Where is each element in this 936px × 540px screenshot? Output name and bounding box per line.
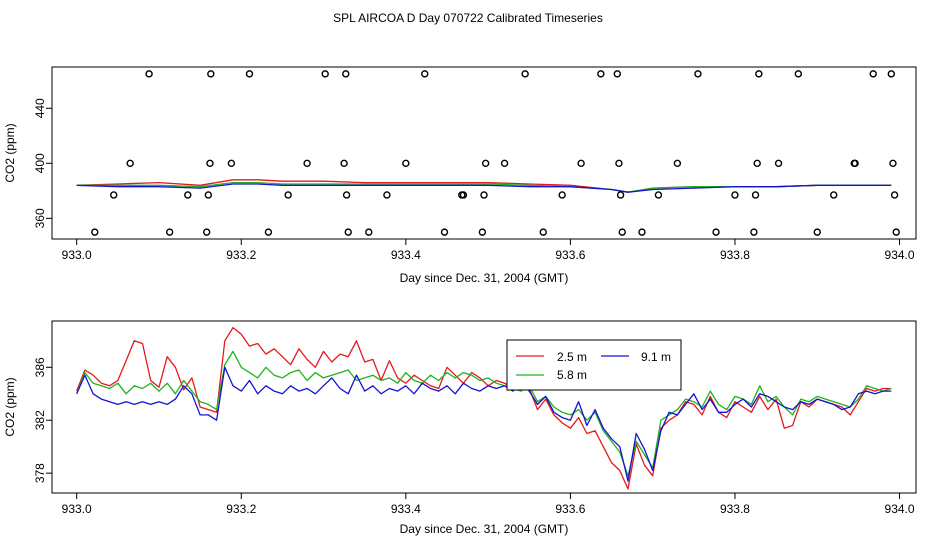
bottom-ytick-label: 386 bbox=[33, 357, 47, 377]
calibration-point bbox=[673, 159, 682, 168]
legend-box bbox=[506, 339, 682, 391]
bottom-xtick-label: 933.6 bbox=[555, 502, 585, 516]
calibration-point bbox=[616, 191, 625, 199]
bottom-ytick-label: 382 bbox=[33, 410, 47, 430]
top-plot-frame bbox=[51, 66, 917, 240]
calibration-point bbox=[207, 70, 215, 78]
calibration-point bbox=[753, 159, 761, 168]
calibration-point bbox=[887, 70, 896, 78]
calibration-point bbox=[892, 228, 900, 236]
calibration-point bbox=[618, 228, 626, 236]
calibration-point bbox=[126, 159, 134, 168]
calibration-point bbox=[342, 191, 351, 199]
calibration-point bbox=[110, 191, 118, 199]
calibration-point bbox=[284, 191, 292, 199]
calibration-point bbox=[851, 159, 859, 168]
calibration-point bbox=[694, 70, 702, 78]
calibration-point bbox=[577, 159, 585, 168]
calibration-point bbox=[321, 70, 329, 78]
calibration-point bbox=[539, 228, 547, 236]
calibration-point bbox=[402, 159, 410, 168]
calibration-point bbox=[830, 191, 838, 199]
calibration-point bbox=[459, 191, 468, 199]
calibration-point bbox=[344, 228, 352, 236]
top-ytick-label: 360 bbox=[33, 208, 47, 228]
bottom-xtick-label: 933.4 bbox=[391, 502, 421, 516]
bottom-ytick-label: 378 bbox=[33, 463, 47, 483]
calibration-point bbox=[712, 228, 720, 236]
bottom-plot-frame bbox=[51, 320, 917, 494]
top-xtick-label: 933.2 bbox=[226, 248, 256, 262]
calibration-point bbox=[755, 70, 763, 78]
calibration-point bbox=[615, 159, 623, 168]
calibration-point bbox=[440, 228, 449, 236]
bottom-ylabel: CO2 (ppm) bbox=[3, 377, 17, 436]
calibration-point bbox=[206, 159, 214, 168]
legend: 2.5 m 5.8 m 9.1 m bbox=[506, 339, 682, 391]
bottom-xtick-label: 934.0 bbox=[885, 502, 915, 516]
calibration-point bbox=[654, 191, 663, 199]
legend-label-5.8m: 5.8 m bbox=[557, 368, 587, 382]
calibration-point bbox=[750, 228, 758, 236]
calibration-point bbox=[165, 228, 174, 236]
calibration-point bbox=[340, 159, 348, 168]
calibration-point bbox=[774, 159, 783, 168]
calibration-point bbox=[480, 191, 488, 199]
calibration-point bbox=[869, 70, 877, 78]
legend-label-9.1m: 9.1 m bbox=[641, 350, 671, 364]
figure-title: SPL AIRCOA D Day 070722 Calibrated Times… bbox=[333, 11, 603, 25]
calibration-point bbox=[521, 70, 529, 78]
calibration-point bbox=[145, 70, 153, 78]
calibration-point bbox=[264, 228, 273, 236]
calibration-point bbox=[202, 228, 211, 236]
calibration-point bbox=[184, 191, 192, 199]
top-xtick-label: 934.0 bbox=[885, 248, 915, 262]
calibration-point bbox=[365, 228, 373, 236]
calibration-point bbox=[794, 70, 803, 78]
calibration-point bbox=[91, 228, 99, 236]
bottom-series-5-8-m bbox=[76, 350, 892, 477]
calibration-point bbox=[421, 70, 429, 78]
calibration-point bbox=[889, 159, 897, 168]
top-panel: 933.0 933.2 933.4 933.6 933.8 934.0360400440 … bbox=[3, 66, 917, 285]
bottom-xtick-label: 933.0 bbox=[62, 502, 92, 516]
bottom-series-9-1-m bbox=[76, 366, 892, 482]
top-xlabel: Day since Dec. 31, 2004 (GMT) bbox=[400, 271, 569, 285]
top-ytick-label: 440 bbox=[33, 98, 47, 118]
top-xtick-label: 933.6 bbox=[555, 248, 585, 262]
top-series-9-1-m bbox=[76, 183, 892, 193]
calibration-point bbox=[597, 70, 605, 78]
legend-label-2.5m: 2.5 m bbox=[557, 350, 587, 364]
calibration-point bbox=[751, 191, 760, 199]
calibration-point bbox=[204, 191, 213, 199]
bottom-xlabel: Day since Dec. 31, 2004 (GMT) bbox=[400, 522, 569, 536]
calibration-point bbox=[890, 191, 899, 199]
calibration-point bbox=[731, 191, 739, 199]
calibration-point bbox=[558, 191, 566, 199]
bottom-panel: 933.0 933.2 933.4 933.6 933.8 934.0378382386 … bbox=[3, 320, 917, 536]
top-ytick-label: 400 bbox=[33, 153, 47, 173]
top-ylabel: CO2 (ppm) bbox=[3, 123, 17, 182]
calibration-point bbox=[613, 70, 622, 78]
bottom-xtick-label: 933.8 bbox=[720, 502, 750, 516]
top-xtick-label: 933.8 bbox=[720, 248, 750, 262]
top-xtick-label: 933.0 bbox=[62, 248, 92, 262]
calibration-point bbox=[481, 159, 490, 168]
calibration-point bbox=[342, 70, 350, 78]
bottom-series-2-5-m bbox=[76, 326, 892, 490]
calibration-point bbox=[227, 159, 236, 168]
calibration-point bbox=[500, 159, 509, 168]
bottom-xtick-label: 933.2 bbox=[226, 502, 256, 516]
calibration-point bbox=[638, 228, 646, 236]
calibration-point bbox=[383, 191, 391, 199]
calibration-point bbox=[245, 70, 254, 78]
top-xtick-label: 933.4 bbox=[391, 248, 421, 262]
calibration-point bbox=[813, 228, 821, 236]
calibration-point bbox=[478, 228, 487, 236]
calibration-point bbox=[303, 159, 311, 168]
